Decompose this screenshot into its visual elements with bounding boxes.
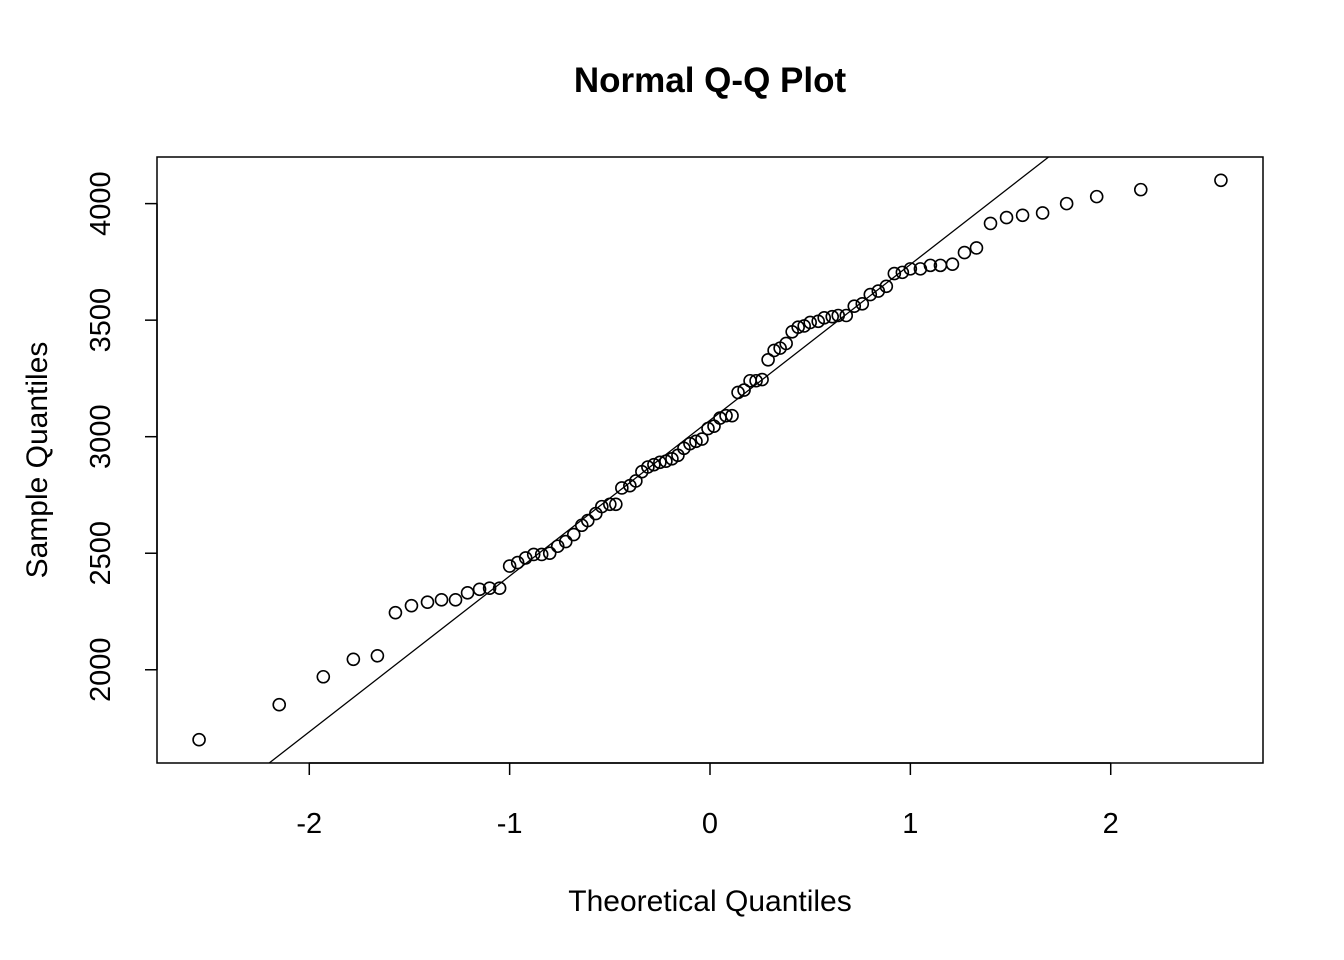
- data-point: [817, 311, 832, 325]
- x-tick-label: -2: [296, 808, 322, 840]
- data-point: [695, 432, 709, 446]
- data-point: [526, 547, 541, 562]
- data-point: [558, 534, 573, 549]
- data-point: [779, 336, 793, 351]
- y-tick-label: 3500: [85, 288, 117, 353]
- data-point: [1133, 182, 1148, 197]
- data-point: [472, 582, 487, 597]
- qq-reference-line: [268, 157, 1050, 763]
- y-tick-label: 2000: [85, 638, 117, 703]
- data-point: [595, 499, 609, 514]
- data-point: [448, 593, 463, 607]
- data-point: [803, 315, 817, 330]
- data-point: [434, 593, 449, 607]
- data-point: [550, 539, 565, 554]
- data-point: [761, 352, 775, 367]
- data-point: [847, 299, 862, 313]
- data-point: [923, 258, 938, 273]
- data-point: [1059, 196, 1074, 211]
- data-points: [192, 173, 1228, 747]
- data-point: [791, 320, 805, 334]
- data-point: [534, 547, 549, 562]
- data-point: [1214, 173, 1228, 188]
- data-point: [969, 241, 984, 255]
- data-point: [566, 527, 581, 542]
- data-point: [404, 598, 419, 613]
- data-point: [502, 559, 517, 573]
- data-point: [755, 372, 769, 387]
- y-tick-label: 2500: [85, 521, 117, 586]
- x-tick-label: 0: [702, 808, 718, 840]
- data-point: [903, 262, 918, 276]
- data-point: [731, 385, 745, 400]
- data-point: [689, 434, 703, 449]
- x-tick-label: -1: [497, 808, 523, 840]
- data-point: [482, 581, 497, 595]
- data-point: [346, 652, 361, 667]
- y-tick-label: 4000: [85, 171, 117, 236]
- data-point: [737, 383, 751, 397]
- data-point: [518, 551, 533, 565]
- data-point: [492, 581, 507, 595]
- x-tick-label: 2: [1103, 808, 1119, 840]
- data-point: [580, 513, 595, 528]
- data-point: [983, 216, 998, 231]
- data-point: [767, 343, 781, 358]
- data-point: [683, 436, 697, 451]
- data-point: [192, 732, 206, 747]
- plot-frame: [156, 156, 1264, 764]
- data-point: [615, 481, 629, 495]
- data-point: [719, 408, 733, 423]
- data-point: [388, 605, 403, 620]
- data-point: [839, 308, 854, 323]
- data-point: [460, 586, 475, 600]
- data-point: [825, 309, 840, 324]
- data-point: [945, 257, 960, 272]
- data-point: [609, 497, 623, 512]
- chart-title: Normal Q-Q Plot: [574, 61, 847, 100]
- data-point: [647, 457, 661, 472]
- data-point: [316, 669, 331, 684]
- data-point: [272, 697, 287, 712]
- y-axis-label: Sample Quantiles: [21, 342, 54, 579]
- data-point: [725, 408, 739, 423]
- y-axis: 2000 2500 3000 3500 4000: [85, 171, 158, 703]
- data-point: [629, 474, 643, 488]
- data-point: [1035, 206, 1050, 220]
- reference-line-group: [268, 157, 1050, 763]
- data-point: [641, 460, 655, 474]
- y-tick-label: 3000: [85, 404, 117, 469]
- data-point: [420, 595, 435, 609]
- data-point: [895, 265, 910, 280]
- x-axis-label: Theoretical Quantiles: [568, 885, 851, 918]
- data-point: [999, 210, 1014, 225]
- data-point: [1015, 208, 1030, 223]
- data-point: [879, 279, 894, 294]
- x-tick-label: 1: [902, 808, 918, 840]
- data-point: [749, 373, 763, 388]
- data-point: [659, 454, 673, 468]
- plot-area: [156, 156, 1264, 764]
- data-point: [603, 497, 617, 512]
- data-point: [510, 555, 525, 570]
- data-point: [701, 421, 715, 436]
- data-point: [863, 287, 878, 302]
- data-point: [653, 455, 667, 470]
- data-point: [957, 245, 972, 260]
- x-axis: -2 -1 0 1 2: [296, 762, 1119, 840]
- data-point: [855, 297, 870, 311]
- data-point: [871, 284, 886, 298]
- data-point: [370, 648, 385, 663]
- data-point: [1089, 189, 1104, 204]
- data-point: [831, 308, 846, 323]
- data-point: [542, 546, 557, 561]
- data-point: [887, 266, 902, 281]
